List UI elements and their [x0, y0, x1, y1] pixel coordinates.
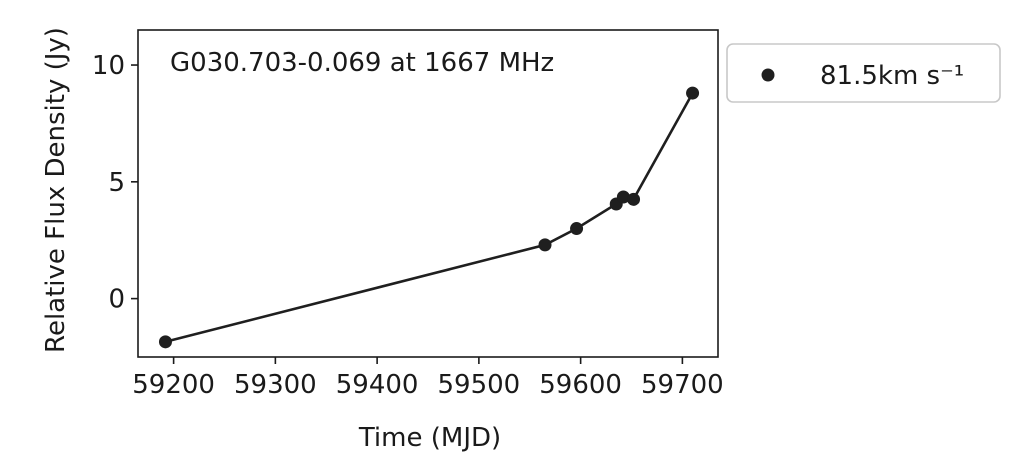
x-tick-label: 59300: [234, 370, 317, 400]
y-tick-label: 0: [108, 285, 125, 315]
plot-area: [137, 29, 719, 358]
x-tick-label: 59400: [336, 370, 419, 400]
data-point: [538, 238, 552, 252]
chart-title: G030.703-0.069 at 1667 MHz: [170, 48, 554, 78]
data-point: [616, 190, 630, 204]
legend-label: 81.5km s⁻¹: [820, 61, 964, 91]
legend: 81.5km s⁻¹: [726, 43, 1001, 103]
x-axis-title: Time (MJD): [358, 423, 501, 453]
axis-ticks: 59200 59300 59400 59500 59600 59700 0 5 10: [92, 51, 724, 400]
series-layer: [158, 86, 700, 349]
series-line: [165, 92, 694, 344]
x-tick-label: 59700: [641, 370, 724, 400]
legend-box: [726, 43, 1001, 103]
legend-marker: [761, 68, 775, 82]
data-point: [627, 192, 641, 206]
plot-frame: [137, 29, 719, 358]
data-point: [570, 222, 584, 236]
y-axis-title: Relative Flux Density (Jy): [41, 27, 71, 353]
x-tick-label: 59500: [438, 370, 521, 400]
x-tick-label: 59600: [539, 370, 622, 400]
y-tick-label: 5: [108, 168, 125, 198]
y-tick-label: 10: [92, 51, 125, 81]
x-tick-label: 59200: [132, 370, 215, 400]
data-point: [686, 86, 700, 100]
data-point: [158, 335, 172, 349]
